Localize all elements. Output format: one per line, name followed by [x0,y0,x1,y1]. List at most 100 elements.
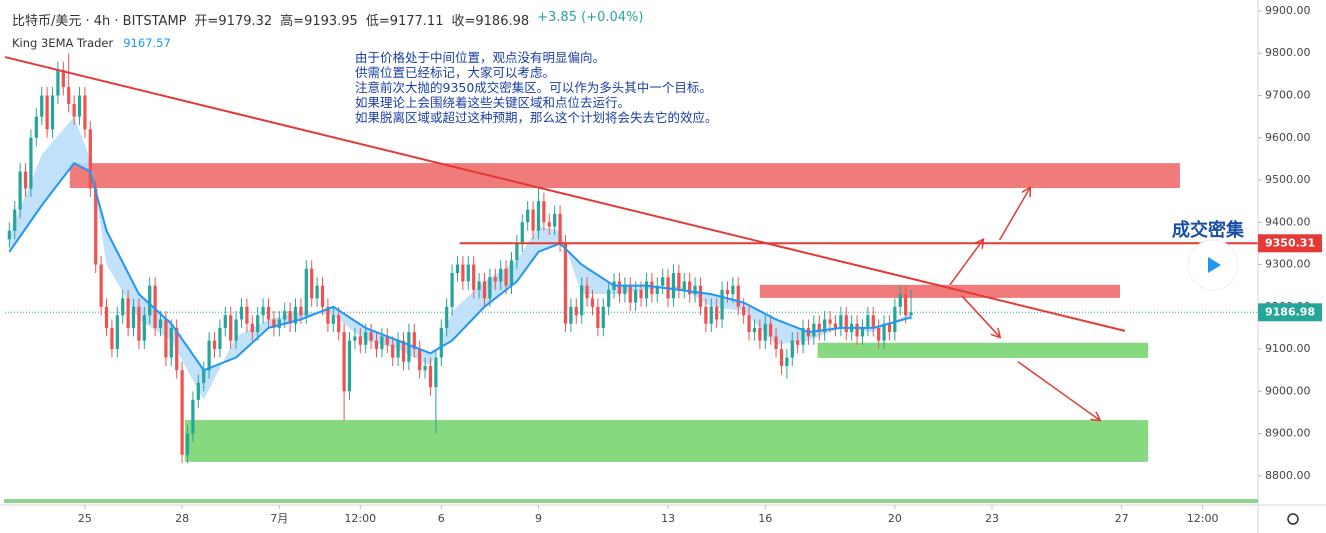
level-label: 成交密集 [1172,220,1244,241]
candle-body [266,306,271,320]
candle-body [520,222,524,244]
candle-body [110,327,114,350]
candle-body [553,213,557,227]
candle-body [720,289,724,320]
candle-body [655,285,659,295]
change: +3.85 (+0.04%) [537,10,644,25]
x-tick-label: 9 [535,512,542,525]
candle-body [293,306,298,324]
candle-body [29,137,33,189]
indicator-value: 9167.57 [123,36,171,50]
candle-body [310,268,314,299]
candle-body [288,311,292,324]
candle-body [326,306,330,324]
candle-body [439,327,443,358]
candle-body [153,285,157,328]
indicator-line [8,161,912,372]
x-tick-label: 6 [438,512,445,525]
candle-body [639,289,643,299]
candle-body [72,103,76,117]
y-tick-label: 9000.00 [1265,384,1311,397]
candle-body [461,264,465,282]
y-tick-label: 9600.00 [1265,131,1311,144]
x-tick-label: 12:00 [1187,512,1219,525]
candle-body [245,306,249,324]
candle-body [169,327,173,358]
candle-body [833,323,838,328]
candle-body [531,209,535,231]
indicator-name: King 3EMA Trader [12,36,114,50]
candle-body [466,264,470,282]
candle-body [709,306,713,324]
trend-line [4,56,1126,332]
candle-body [785,357,789,366]
candle-body [747,315,751,333]
candle-body [18,171,22,210]
zone [69,163,1180,189]
note: 如果脱离区域或超过这种预期，那么这个计划将会失去它的效应。 [355,110,718,125]
candle-body [650,281,654,295]
candle-body [396,340,400,358]
candle-body [121,298,125,316]
notes: 由于价格处于中间位置，观点没有明显偏向。 供需位置已经标记，大家可以考虑。 注意… [355,50,718,125]
zone [817,342,1149,358]
ohlc-high: 高=9193.95 [280,14,358,29]
candle-body [261,306,265,316]
candle-body [407,332,411,362]
y-tick-label: 9900.00 [1265,4,1311,17]
note: 注意前次大抛的9350成交密集区。可以作为多头其中一个目标。 [355,80,712,95]
indicator-legend: King 3EMA Trader 9167.57 [12,36,171,50]
candle-body [7,230,11,240]
candle-body [229,315,233,341]
play-icon [1208,257,1221,273]
candle-body [515,243,519,261]
candle-body [590,298,595,307]
y-tick-label: 9800.00 [1265,46,1311,59]
candle-body [488,277,492,299]
candle-body [104,306,109,328]
candle-body [661,277,665,286]
candle-body [828,319,832,324]
candle-body [796,340,800,345]
candle-body [585,285,589,299]
candle-body [623,285,627,295]
candle-body [887,323,892,333]
candle-body [628,285,632,303]
candle-body [893,306,897,333]
candle-body [763,323,767,341]
candle-body [418,349,422,371]
candle-body [342,332,346,392]
candle-body [272,319,276,328]
x-tick-label: 28 [175,512,189,525]
candle-body [904,294,908,316]
ohlc-close: 收=9186.98 [451,14,530,29]
candle-body [385,336,389,345]
candle-body [731,285,735,295]
candle-body [698,285,703,307]
candle-body [185,433,190,455]
note: 由于价格处于中间位置，观点没有明显偏向。 [355,50,606,65]
candle-body [148,285,152,316]
zone [184,420,1149,462]
candle-body [77,95,82,117]
candle-body [175,327,179,371]
settings-icon[interactable] [1287,513,1299,525]
ohlc-open: 开=9179.32 [194,14,273,29]
candle-body [455,264,460,273]
candle-body [509,260,514,286]
candle-body [40,95,44,117]
candle-body [207,340,211,371]
candle-body [693,285,697,295]
candle-body [601,306,605,328]
candle-body [380,336,384,350]
candle-body [526,209,530,223]
price-tag [1258,303,1322,322]
candle-body [412,332,416,350]
candle-body [677,272,681,290]
candle-body [126,298,130,328]
candle-body [742,306,746,316]
candle-body [50,95,55,130]
candle-body [191,399,195,434]
candle-body [790,340,794,358]
candle-body [364,332,368,345]
